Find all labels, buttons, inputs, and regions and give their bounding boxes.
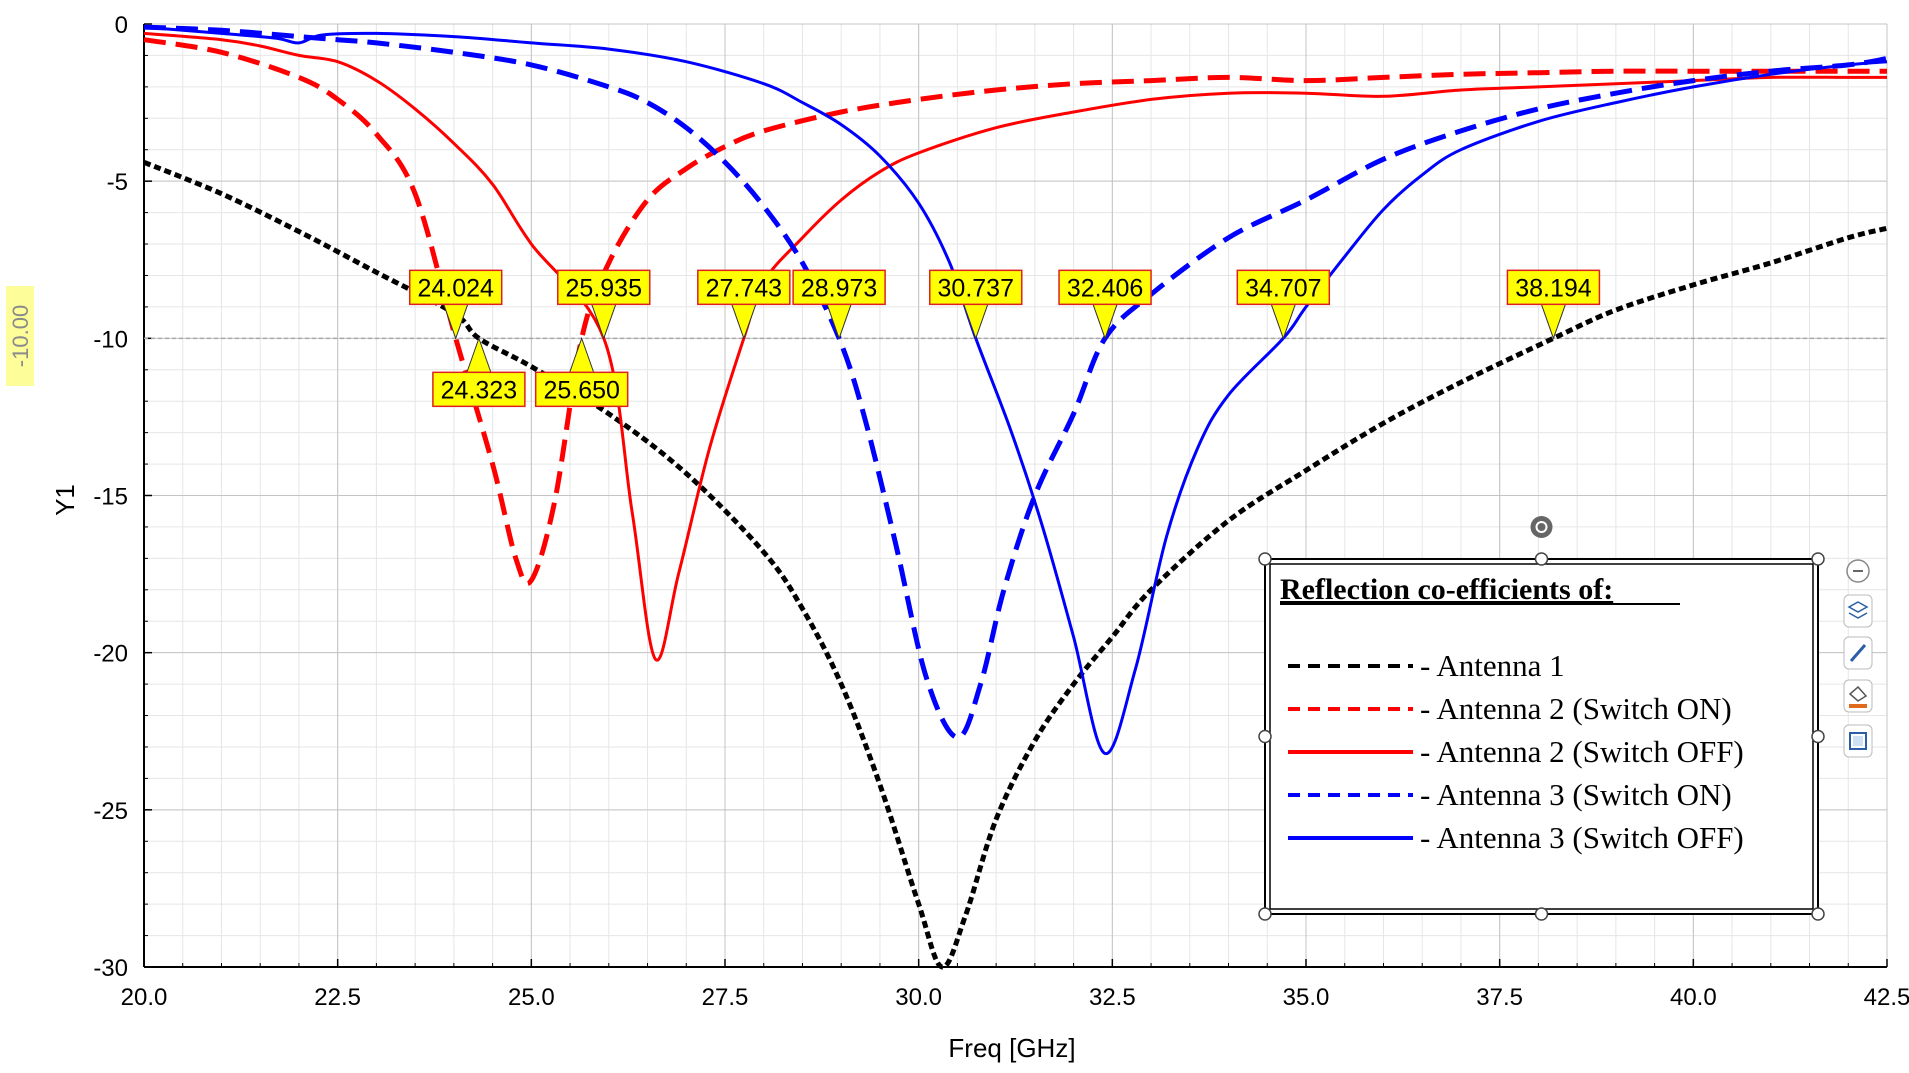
layers-icon[interactable]: [1843, 594, 1873, 628]
reference-line-label: -10.00: [8, 305, 33, 367]
resize-handle[interactable]: [1811, 729, 1825, 744]
legend-entry: - Antenna 1: [1420, 648, 1565, 683]
x-tick-label: 27.5: [702, 984, 749, 1011]
marker-28-973[interactable]: 28.973: [792, 269, 886, 340]
series-antenna-3-switch-on[interactable]: [143, 24, 1888, 740]
y-tick-label: -30: [93, 955, 128, 982]
marker-pointer: [568, 336, 595, 373]
marker-32-406[interactable]: 32.406: [1058, 269, 1152, 340]
x-tick-label: 20.0: [121, 984, 168, 1011]
x-tick-label: 22.5: [314, 984, 361, 1011]
marker-value: 27.743: [706, 274, 782, 302]
resize-handle[interactable]: [1534, 552, 1549, 566]
marker-24-024[interactable]: 24.024: [408, 269, 503, 340]
fill-icon[interactable]: [1843, 679, 1873, 713]
reference-line-label-bg[interactable]: [6, 286, 34, 386]
frame-icon[interactable]: [1843, 724, 1873, 758]
marker-box: [697, 269, 791, 306]
rotate-handle-glyph: [1535, 521, 1548, 533]
legend[interactable]: Reflection co-efficients of: - Antenna 1 -…: [1258, 516, 1825, 921]
marker-pointer: [1270, 303, 1297, 340]
layers-shape: [1847, 601, 1869, 613]
rotate-handle-icon[interactable]: [1530, 516, 1553, 538]
x-tick-label: 37.5: [1476, 984, 1523, 1011]
marker-box: [1058, 269, 1152, 306]
marker-box: [408, 269, 503, 306]
frame-shape: [1853, 736, 1863, 746]
pen-icon[interactable]: [1843, 636, 1873, 670]
resize-handle[interactable]: [1811, 907, 1825, 921]
marker-25-650[interactable]: 25.650: [534, 336, 629, 408]
x-tick-label: 25.0: [508, 984, 555, 1011]
marker-box: [534, 371, 629, 408]
legend-entry: - Antenna 2 (Switch ON): [1420, 691, 1732, 726]
x-tick-label: 35.0: [1283, 984, 1330, 1011]
marker-pointer: [731, 303, 757, 340]
x-tick-label: 42.5: [1864, 984, 1909, 1011]
legend-entry: - Antenna 2 (Switch OFF): [1420, 734, 1744, 769]
resize-handle[interactable]: [1258, 552, 1272, 566]
marker-value: 32.406: [1067, 274, 1143, 302]
marker-box: [929, 269, 1023, 306]
minus-icon[interactable]: [1846, 559, 1870, 583]
legend-entry: - Antenna 3 (Switch ON): [1420, 777, 1732, 812]
marker-25-935[interactable]: 25.935: [557, 269, 651, 340]
marker-pointer: [963, 303, 989, 340]
marker-value: 24.323: [441, 376, 517, 404]
side-toolbar[interactable]: [1843, 559, 1873, 758]
marker-box: [432, 371, 526, 408]
y-tick-label: -25: [93, 798, 128, 825]
y-tick-label: -10: [93, 326, 128, 353]
layers-shape: [1848, 612, 1868, 619]
marker-30-737[interactable]: 30.737: [929, 269, 1023, 340]
marker-box: [792, 269, 886, 306]
frame-shape: [1849, 732, 1867, 750]
y-tick-label: -20: [93, 641, 128, 668]
marker-box: [1236, 269, 1331, 306]
x-tick-label: 30.0: [895, 984, 942, 1011]
toolbar-button-bg: [1843, 594, 1873, 628]
resize-handle[interactable]: [1258, 729, 1272, 744]
marker-box: [557, 269, 651, 306]
resize-handle[interactable]: [1811, 552, 1825, 566]
legend-entry: - Antenna 3 (Switch OFF): [1420, 820, 1744, 855]
reference-line: -10.00: [6, 286, 1887, 386]
marker-value: 38.194: [1515, 274, 1592, 302]
legend-box: [1264, 558, 1819, 915]
y-axis-title: Y1: [50, 484, 80, 516]
x-tick-label: 40.0: [1670, 984, 1717, 1011]
fill-shape: [1848, 685, 1868, 702]
series-antenna-3-switch-off[interactable]: [143, 25, 1888, 755]
marker-value: 30.737: [938, 274, 1014, 302]
x-tick-label: 32.5: [1089, 984, 1136, 1011]
marker-box: [1506, 269, 1601, 306]
fill-color-bar: [1849, 704, 1867, 708]
marker-value: 25.935: [566, 274, 642, 302]
marker-24-323[interactable]: 24.323: [432, 336, 526, 408]
marker-pointer: [1092, 303, 1118, 340]
y-tick-label: -15: [93, 484, 128, 511]
marker-38-194[interactable]: 38.194: [1506, 269, 1601, 340]
resize-handle[interactable]: [1534, 907, 1549, 921]
y-tick-label: -5: [107, 169, 128, 196]
marker-layer[interactable]: 24.024 24.323 25.935 25.650 27.743 28.973 30.7…: [408, 269, 1601, 408]
x-axis-title: Freq [GHz]: [948, 1033, 1075, 1063]
resize-handle[interactable]: [1258, 907, 1272, 921]
axes: 20.0 22.5 25.0 27.5 30.0 32.5 35.0 37.5 40.0 42.5…: [93, 12, 1909, 1011]
marker-27-743[interactable]: 27.743: [697, 269, 791, 340]
marker-value: 34.707: [1245, 274, 1321, 302]
marker-value: 24.024: [417, 274, 494, 302]
legend-title: Reflection co-efficients of:: [1280, 573, 1613, 606]
marker-value: 25.650: [543, 376, 619, 404]
marker-value: 28.973: [801, 274, 877, 302]
series-antenna-2-switch-on[interactable]: [143, 37, 1887, 587]
y-tick-label: 0: [115, 12, 128, 39]
pen-shape: [1849, 644, 1867, 662]
marker-34-707[interactable]: 34.707: [1236, 269, 1331, 340]
